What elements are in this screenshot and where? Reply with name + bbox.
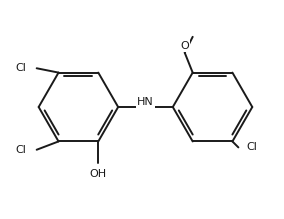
Text: O: O: [180, 41, 189, 51]
Text: Cl: Cl: [16, 63, 27, 73]
Text: Cl: Cl: [16, 145, 27, 155]
Text: Cl: Cl: [246, 142, 257, 152]
Text: HN: HN: [137, 97, 154, 107]
Text: OH: OH: [90, 169, 107, 179]
